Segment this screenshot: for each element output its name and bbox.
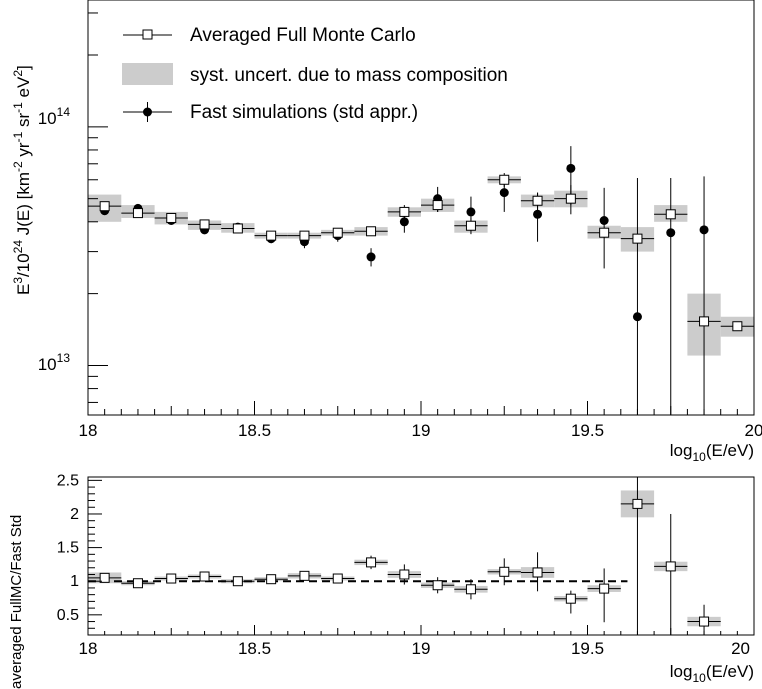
ratio-point <box>565 593 576 604</box>
ratio-y-tick-label: 2 <box>70 506 79 523</box>
mc-point <box>699 316 710 327</box>
mc-point <box>565 193 576 204</box>
ratio-y-axis-label: averaged FullMC/Fast Std <box>8 515 25 689</box>
ratio-point <box>166 573 177 584</box>
mc-point <box>599 227 610 238</box>
fast-point <box>466 207 476 217</box>
ratio-point <box>266 574 277 585</box>
legend-entry-syst: syst. uncert. due to mass composition <box>122 63 508 86</box>
top-x-axis <box>87 401 755 415</box>
mc-point <box>732 321 743 332</box>
fast-point <box>499 188 509 198</box>
legend-label: syst. uncert. due to mass composition <box>190 65 508 86</box>
mc-point <box>432 200 443 211</box>
ratio-point <box>132 578 143 589</box>
ratio-point <box>532 567 543 578</box>
ratio-y-tick-label: 1 <box>70 573 79 590</box>
legend-open-square-icon <box>142 29 153 40</box>
ratio-syst-bands <box>88 490 721 627</box>
top-x-tick-label: 18 <box>79 421 98 440</box>
fast-point <box>599 216 609 226</box>
ratio-point <box>332 573 343 584</box>
fast-point <box>399 217 409 227</box>
top-x-tick-label: 19 <box>412 421 431 440</box>
legend-label: Fast simulations (std appr.) <box>190 102 418 123</box>
mc-point <box>332 227 343 238</box>
ratio-point <box>599 583 610 594</box>
top-y-tick-label: 1014 <box>38 105 71 128</box>
legend-label: Averaged Full Monte Carlo <box>190 25 416 46</box>
fast-point <box>366 252 376 262</box>
ratio-data-points <box>88 477 721 635</box>
top-x-tick-label: 19.5 <box>571 421 604 440</box>
legend-entry-fast: Fast simulations (std appr.) <box>123 102 418 123</box>
mc-point <box>465 220 476 231</box>
top-y-tick-label: 1013 <box>38 351 71 374</box>
ratio-x-tick-label: 19 <box>412 639 431 658</box>
legend-entry-full-mc: Averaged Full Monte Carlo <box>123 25 416 46</box>
ratio-panel: 18 18.5 19 19.5 20 log10(E/eV) 0.5 1 1.5… <box>8 472 755 689</box>
ratio-x-tick-label: 19.5 <box>571 639 604 658</box>
mc-point <box>232 223 243 234</box>
mc-point <box>199 219 210 230</box>
fast-point <box>666 228 676 238</box>
ratio-point <box>366 557 377 568</box>
fast-point <box>699 225 709 235</box>
mc-point <box>499 174 510 185</box>
mc-point <box>399 206 410 217</box>
legend-filled-circle-icon <box>143 107 152 117</box>
mc-point <box>532 195 543 206</box>
mc-point <box>299 230 310 241</box>
fast-point <box>533 209 543 219</box>
legend: Averaged Full Monte Carlo syst. uncert. … <box>122 25 508 123</box>
ratio-point <box>299 570 310 581</box>
top-data-points <box>88 146 754 415</box>
ratio-x-axis <box>87 625 755 635</box>
ratio-point <box>432 580 443 591</box>
top-syst-bands <box>88 176 754 356</box>
ratio-point <box>232 576 243 587</box>
fast-point <box>566 163 576 173</box>
top-y-axis-label: E3/1024 J(E) [km-2 yr-1 sr-1 eV2] <box>11 65 33 295</box>
top-x-tick-label: 18.5 <box>238 421 271 440</box>
ratio-y-axis <box>88 479 102 636</box>
ratio-point <box>199 571 210 582</box>
mc-point <box>366 226 377 237</box>
ratio-point <box>99 572 110 583</box>
mc-point <box>166 212 177 223</box>
fast-point <box>632 312 642 322</box>
top-y-axis <box>88 12 108 403</box>
mc-point <box>99 201 110 212</box>
ratio-point <box>465 584 476 595</box>
ratio-point <box>665 561 676 572</box>
legend-grey-band-icon <box>122 63 173 85</box>
ratio-point <box>632 498 643 509</box>
ratio-x-axis-label: log10(E/eV) <box>670 662 754 685</box>
top-x-axis-label: log10(E/eV) <box>670 441 754 464</box>
ratio-x-tick-label: 18.5 <box>238 639 271 658</box>
ratio-point <box>499 566 510 577</box>
mc-point <box>665 209 676 220</box>
ratio-y-tick-label: 0.5 <box>57 607 79 624</box>
mc-point <box>266 230 277 241</box>
ratio-y-tick-label: 2.5 <box>57 472 79 489</box>
mc-point <box>132 208 143 219</box>
ratio-point <box>699 616 710 627</box>
ratio-y-tick-label: 1.5 <box>57 540 79 557</box>
top-x-tick-label: 20 <box>745 421 762 440</box>
flux-panel: 18 18.5 19 19.5 20 log10(E/eV) 1013 1014… <box>11 0 762 464</box>
ratio-x-tick-label: 18 <box>79 639 98 658</box>
ratio-point <box>399 569 410 580</box>
ratio-x-tick-label: 20 <box>731 639 750 658</box>
mc-point <box>632 233 643 244</box>
